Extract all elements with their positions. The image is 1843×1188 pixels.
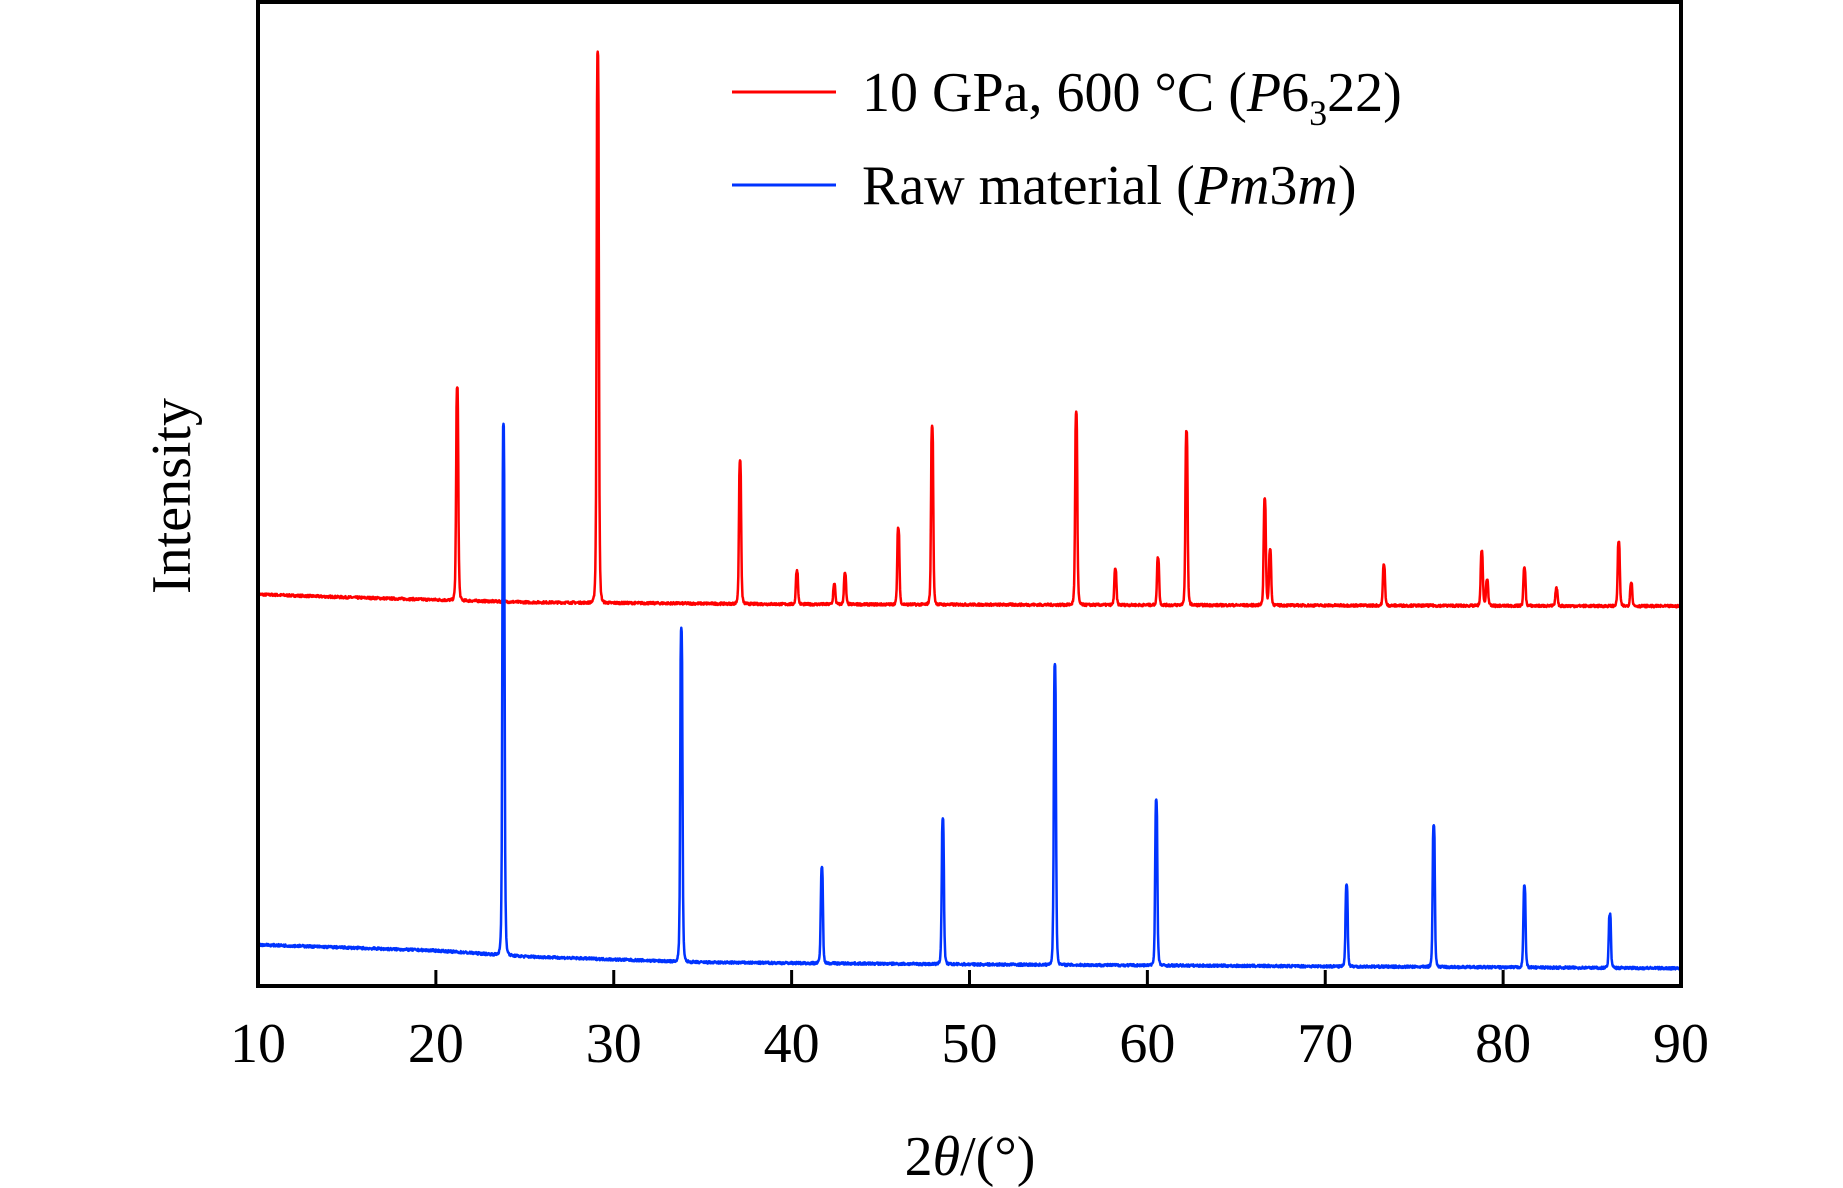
x-tick-label: 20 [408, 1013, 464, 1075]
x-axis-label: 2θ/(°) [905, 1126, 1036, 1188]
legend-red-sub: 3 [1309, 93, 1327, 133]
legend-red-post: 22) [1327, 62, 1402, 124]
legend-red-main: 10 GPa, 600 °C ( [862, 62, 1247, 124]
series-line-red [256, 50, 1682, 609]
x-tick-label: 10 [230, 1013, 286, 1075]
legend-label-blue: Raw material (Pm3m) [862, 155, 1357, 217]
y-axis-label: Intensity [141, 398, 203, 594]
x-axis-label-theta: θ [933, 1126, 961, 1188]
legend-blue-italic2: m [1297, 155, 1337, 217]
x-tick-label: 90 [1653, 1013, 1709, 1075]
series-line-blue [256, 422, 1683, 971]
legend-red-mid: 6 [1281, 62, 1309, 124]
x-tick-label: 80 [1475, 1013, 1531, 1075]
series-layer [256, 50, 1683, 971]
x-tick-label: 70 [1297, 1013, 1353, 1075]
x-axis-label-prefix: 2 [905, 1126, 933, 1188]
x-tick-label: 40 [764, 1013, 820, 1075]
legend-label-red: 10 GPa, 600 °C (P6322) [862, 62, 1402, 133]
x-tick-label: 50 [942, 1013, 998, 1075]
x-axis-label-unit: /(°) [960, 1126, 1035, 1188]
x-axis-ticks: 10 20 30 40 50 60 70 80 90 [230, 970, 1709, 1075]
plot-frame [256, 0, 1683, 988]
x-tick-label: 60 [1119, 1013, 1175, 1075]
legend-red-italic: P [1246, 62, 1281, 124]
x-tick-label: 30 [586, 1013, 642, 1075]
legend-blue-italic1: Pm [1194, 155, 1270, 217]
legend-blue-post: ) [1338, 155, 1357, 217]
legend: 10 GPa, 600 °C (P6322) Raw material (Pm3… [732, 62, 1402, 217]
legend-blue-mid: 3 [1269, 155, 1297, 217]
legend-blue-main: Raw material ( [862, 155, 1195, 217]
